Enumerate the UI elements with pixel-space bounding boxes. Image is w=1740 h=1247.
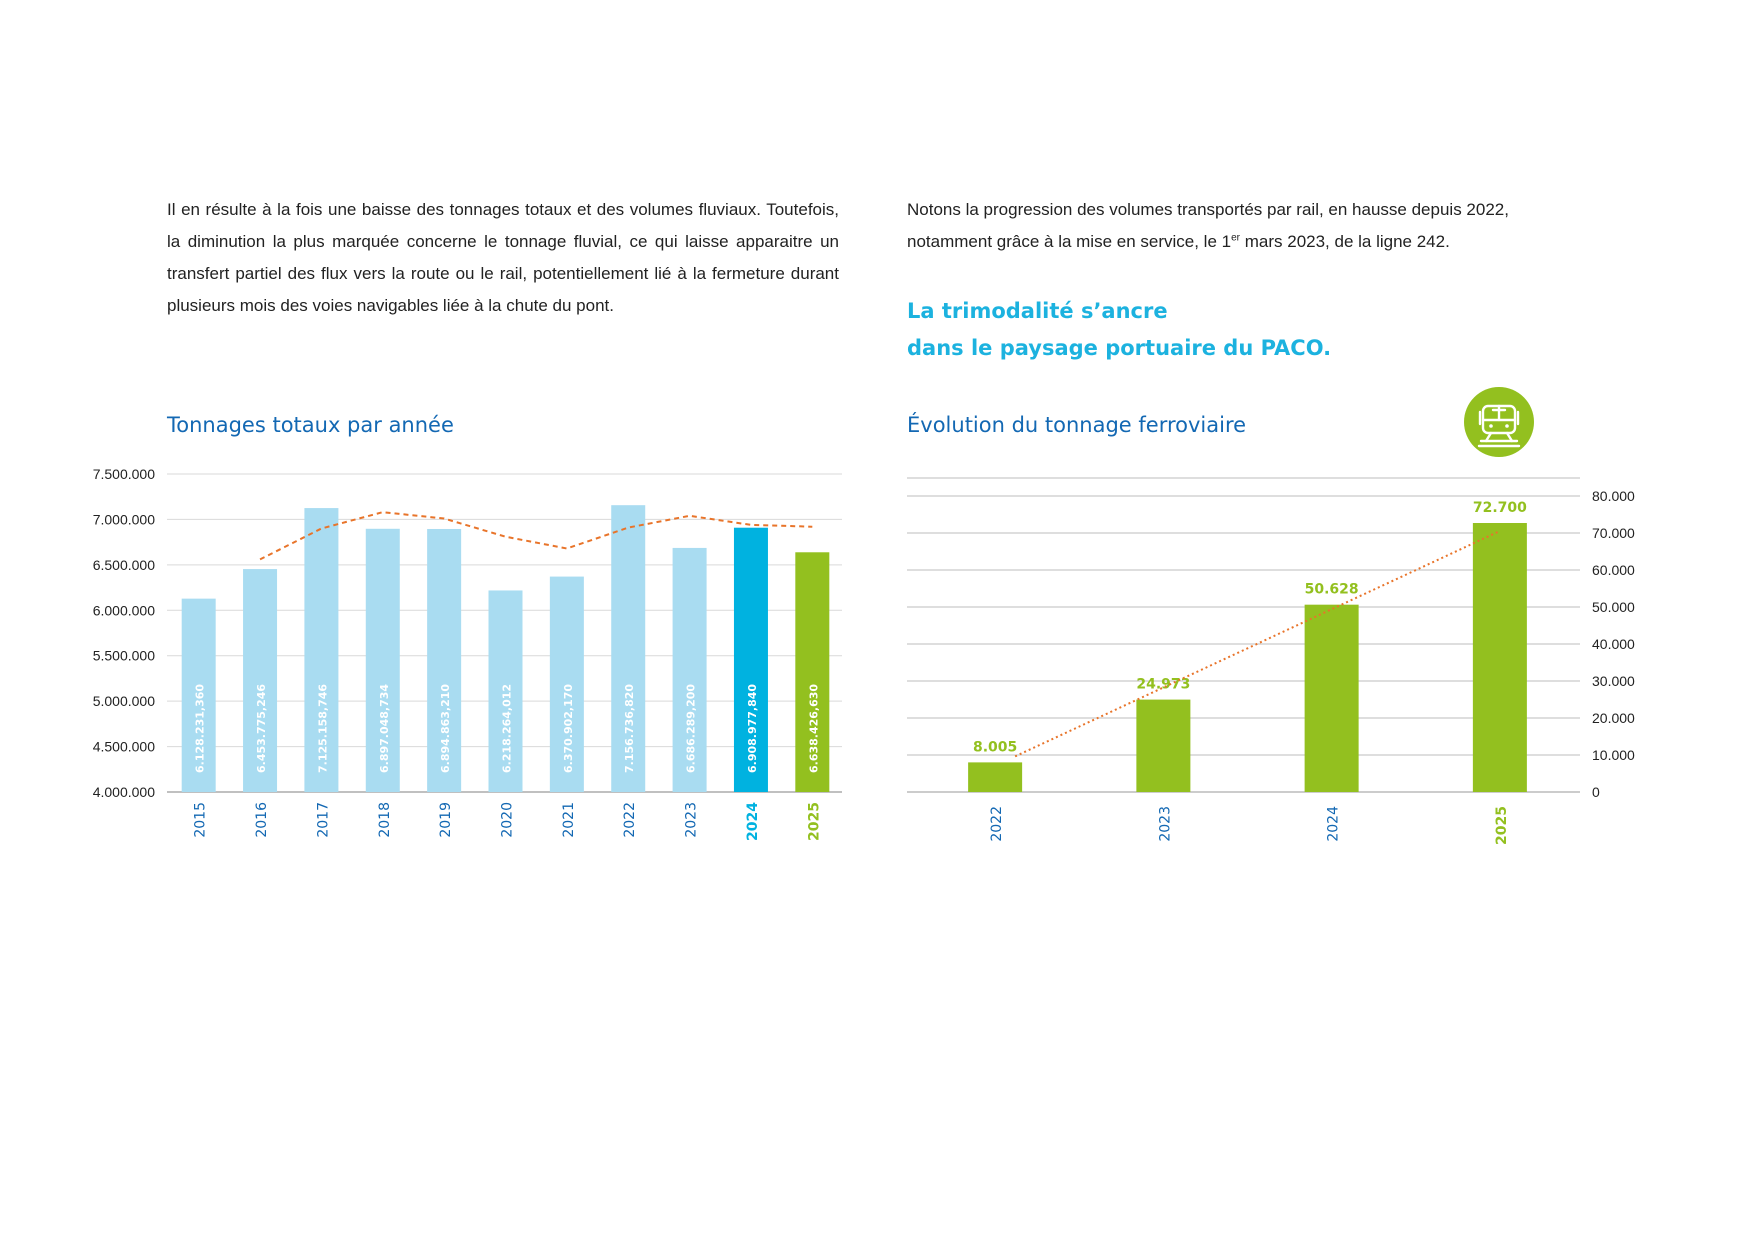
- bar-2017: [304, 508, 339, 792]
- y-tick-label: 40.000: [1592, 636, 1635, 652]
- bar-2025: [795, 552, 830, 792]
- bar-2023: [1136, 699, 1191, 792]
- bar-value-label: 24.973: [1136, 677, 1190, 693]
- y-tick-label: 0: [1592, 784, 1600, 800]
- intro-paragraph-left: Il en résulte à la fois une baisse des t…: [167, 200, 839, 315]
- y-tick-label: 5.500.000: [93, 648, 155, 664]
- x-tick-label: 2016: [254, 802, 270, 838]
- x-tick-label: 2025: [806, 802, 822, 841]
- bar-2019: [427, 528, 462, 792]
- x-tick-label: 2024: [1326, 806, 1342, 842]
- bar-value-label: 6.453.775,246: [255, 684, 268, 773]
- ordinal-superscript: er: [1231, 232, 1241, 244]
- y-tick-label: 7.000.000: [93, 511, 155, 527]
- bar-value-label: 7.156.736,820: [623, 684, 636, 773]
- y-tick-label: 50.000: [1592, 599, 1635, 615]
- y-tick-label: 4.500.000: [93, 739, 155, 755]
- x-tick-label: 2025: [1494, 806, 1510, 845]
- x-tick-label: 2022: [989, 806, 1005, 842]
- bar-2023: [672, 547, 707, 792]
- train-icon: [1464, 387, 1534, 457]
- x-tick-label: 2021: [561, 802, 577, 838]
- bar-2024: [1304, 604, 1359, 792]
- y-tick-label: 10.000: [1592, 747, 1635, 763]
- bar-value-label: 6.897.048,734: [378, 684, 391, 773]
- trend-line: [259, 511, 813, 561]
- y-tick-label: 7.500.000: [93, 466, 155, 482]
- x-tick-label: 2015: [193, 802, 209, 838]
- bar-value-label: 72.700: [1473, 500, 1527, 516]
- right-paragraph-text: Notons la progression des volumes transp…: [907, 200, 1509, 251]
- bar-2022: [611, 505, 646, 792]
- x-tick-label: 2020: [500, 802, 516, 838]
- bar-2015: [181, 598, 216, 792]
- bar-value-label: 6.894.863,210: [439, 684, 452, 773]
- bar-value-label: 6.686.289,200: [685, 684, 698, 773]
- y-tick-label: 30.000: [1592, 673, 1635, 689]
- bar-value-label: 6.370.902,170: [562, 684, 575, 773]
- total-tonnage-chart-title: Tonnages totaux par année: [167, 413, 454, 437]
- x-tick-label: 2023: [1157, 806, 1173, 842]
- bar-value-label: 7.125.158,746: [316, 684, 329, 773]
- bar-2021: [549, 576, 584, 792]
- x-tick-label: 2018: [377, 802, 393, 838]
- bar-2022: [968, 762, 1023, 792]
- y-tick-label: 80.000: [1592, 488, 1635, 504]
- y-tick-label: 5.000.000: [93, 693, 155, 709]
- y-tick-label: 70.000: [1592, 525, 1635, 541]
- y-tick-label: 6.500.000: [93, 557, 155, 573]
- bar-2016: [243, 569, 278, 792]
- x-tick-label: 2022: [622, 802, 638, 838]
- trend-line: [1014, 530, 1501, 758]
- bar-value-label: 6.128.231,360: [194, 684, 207, 773]
- x-tick-label: 2017: [315, 802, 331, 838]
- x-tick-label: 2024: [745, 802, 761, 841]
- bar-value-label: 6.638.426,630: [807, 684, 820, 773]
- bar-value-label: 8.005: [973, 739, 1017, 755]
- bar-2018: [365, 528, 400, 792]
- y-tick-label: 4.000.000: [93, 784, 155, 800]
- bar-2025: [1472, 523, 1527, 792]
- bar-2020: [488, 590, 523, 792]
- intro-paragraph-right: Notons la progression des volumes transp…: [907, 194, 1597, 258]
- x-tick-label: 2019: [438, 802, 454, 838]
- headline-line-1: La trimodalité s’ancre: [907, 299, 1168, 323]
- x-tick-label: 2023: [684, 802, 700, 838]
- bar-value-label: 6.218.264,012: [501, 684, 514, 773]
- rail-tonnage-chart-title: Évolution du tonnage ferroviaire: [907, 413, 1247, 437]
- trimodality-headline: La trimodalité s’ancre dans le paysage p…: [907, 293, 1331, 367]
- y-tick-label: 20.000: [1592, 710, 1635, 726]
- headline-line-2: dans le paysage portuaire du PACO.: [907, 336, 1332, 360]
- y-tick-label: 60.000: [1592, 562, 1635, 578]
- y-tick-label: 6.000.000: [93, 602, 155, 618]
- right-paragraph-text-end: mars 2023, de la ligne 242.: [1240, 232, 1450, 251]
- bar-value-label: 50.628: [1305, 582, 1359, 598]
- bar-value-label: 6.908.977,840: [746, 684, 759, 773]
- bar-2024: [733, 527, 768, 792]
